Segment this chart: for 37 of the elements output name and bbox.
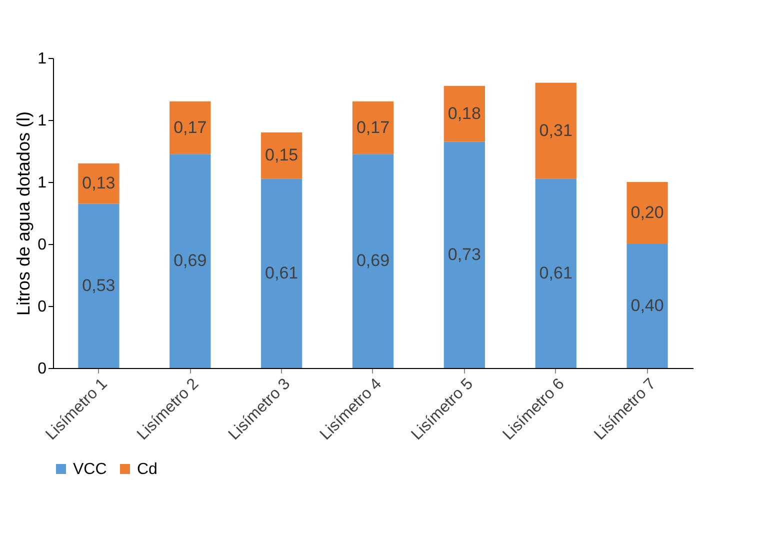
bar [444, 142, 485, 368]
data-label: 0,18 [448, 104, 481, 123]
bar [78, 163, 120, 204]
bar [626, 244, 668, 368]
bar [535, 178, 576, 368]
y-tick-label: 1 [38, 112, 47, 130]
y-axis-title: Litros de agua dotados (l) [14, 111, 34, 316]
bar [261, 178, 302, 368]
y-tick-label: 0 [38, 298, 47, 316]
bar [444, 86, 485, 142]
data-label: 0,20 [630, 203, 664, 222]
data-label: 0,53 [82, 276, 116, 295]
data-label: 0,15 [265, 146, 298, 165]
bar [535, 82, 576, 179]
bar [352, 101, 394, 154]
data-label: 0,73 [448, 244, 481, 264]
data-label: 0,61 [539, 263, 572, 282]
y-tick-label: 1 [38, 50, 47, 68]
bar [352, 154, 394, 368]
y-tick-label: 0 [38, 360, 47, 378]
data-label: 0,69 [356, 251, 390, 270]
bar [261, 132, 302, 179]
data-label: 0,13 [82, 174, 116, 193]
legend-label: VCC [73, 461, 107, 478]
y-tick-label: 1 [38, 174, 47, 192]
bar [170, 101, 211, 154]
data-label: 0,40 [630, 296, 664, 315]
y-tick-label: 0 [38, 236, 47, 254]
data-label: 0,69 [174, 251, 207, 270]
bar [170, 154, 211, 368]
data-label: 0,61 [265, 263, 298, 282]
bar [78, 204, 120, 368]
bar [626, 182, 668, 244]
data-label: 0,17 [174, 118, 207, 137]
data-label: 0,17 [356, 118, 390, 137]
data-label: 0,31 [539, 120, 572, 140]
legend-label: Cd [137, 461, 158, 478]
